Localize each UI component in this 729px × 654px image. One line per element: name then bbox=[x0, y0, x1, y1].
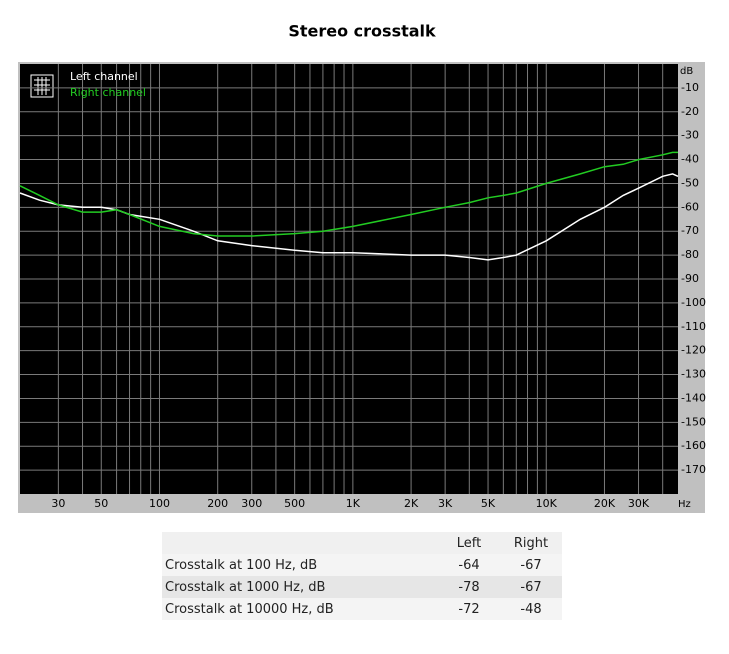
chart-title: Stereo crosstalk bbox=[288, 22, 436, 41]
table-cell: Crosstalk at 100 Hz, dB bbox=[162, 554, 438, 576]
x-tick-label: 2K bbox=[404, 497, 419, 510]
y-tick-label: -110 bbox=[681, 320, 706, 333]
results-table: Left Right Crosstalk at 100 Hz, dB -64 -67 Cr… bbox=[162, 532, 562, 620]
table-row: Crosstalk at 100 Hz, dB -64 -67 bbox=[162, 554, 562, 576]
y-tick-label: -150 bbox=[681, 415, 706, 428]
table-cell: -48 bbox=[500, 598, 562, 620]
y-tick-label: -160 bbox=[681, 439, 706, 452]
series-line bbox=[19, 173, 679, 261]
x-tick-label: 1K bbox=[346, 497, 361, 510]
table-cell: -67 bbox=[500, 576, 562, 598]
table-cell: Crosstalk at 1000 Hz, dB bbox=[162, 576, 438, 598]
chart: Stereo crosstalk dB Hz 30 50 100 200 300 500 1… bbox=[18, 22, 706, 513]
x-tick-label: 200 bbox=[207, 497, 228, 510]
x-tick-label: 10K bbox=[536, 497, 558, 510]
x-tick-label: 30 bbox=[51, 497, 65, 510]
table-row: Crosstalk at 1000 Hz, dB -78 -67 bbox=[162, 576, 562, 598]
legend-label: Left channel bbox=[70, 70, 138, 83]
y-tick-label: -30 bbox=[681, 129, 699, 142]
table-cell: -64 bbox=[438, 554, 500, 576]
table-cell: Right bbox=[500, 532, 562, 554]
x-tick-label: 100 bbox=[149, 497, 170, 510]
y-tick-label: -90 bbox=[681, 272, 699, 285]
series-line bbox=[19, 151, 678, 237]
y-tick-label: -120 bbox=[681, 344, 706, 357]
table-cell: Left bbox=[438, 532, 500, 554]
x-tick-label: 3K bbox=[438, 497, 453, 510]
x-tick-label: 500 bbox=[284, 497, 305, 510]
x-tick-label: 20K bbox=[594, 497, 616, 510]
y-tick-label: -140 bbox=[681, 391, 706, 404]
table-cell: -67 bbox=[500, 554, 562, 576]
table-header: Left Right bbox=[162, 532, 562, 554]
y-tick-label: -80 bbox=[681, 248, 699, 261]
y-tick-label: -60 bbox=[681, 200, 699, 213]
y-tick-label: -50 bbox=[681, 176, 699, 189]
legend-label: Right channel bbox=[70, 86, 146, 99]
table-cell bbox=[162, 532, 438, 554]
y-tick-label: -10 bbox=[681, 81, 699, 94]
x-tick-label: 300 bbox=[241, 497, 262, 510]
y-tick-label: -130 bbox=[681, 368, 706, 381]
y-tick-label: -70 bbox=[681, 224, 699, 237]
x-axis-label: Hz bbox=[678, 499, 691, 510]
y-tick-label: -20 bbox=[681, 105, 699, 118]
table-cell: -78 bbox=[438, 576, 500, 598]
x-tick-label: 50 bbox=[94, 497, 108, 510]
y-axis-label: dB bbox=[680, 66, 693, 77]
table-cell: -72 bbox=[438, 598, 500, 620]
y-tick-label: -40 bbox=[681, 153, 699, 166]
x-tick-label: 30K bbox=[628, 497, 650, 510]
x-tick-label: 5K bbox=[481, 497, 496, 510]
legend-icon bbox=[30, 74, 54, 98]
table-cell: Crosstalk at 10000 Hz, dB bbox=[162, 598, 438, 620]
y-tick-label: -170 bbox=[681, 463, 706, 476]
table-row: Crosstalk at 10000 Hz, dB -72 -48 bbox=[162, 598, 562, 620]
y-tick-label: -100 bbox=[681, 296, 706, 309]
